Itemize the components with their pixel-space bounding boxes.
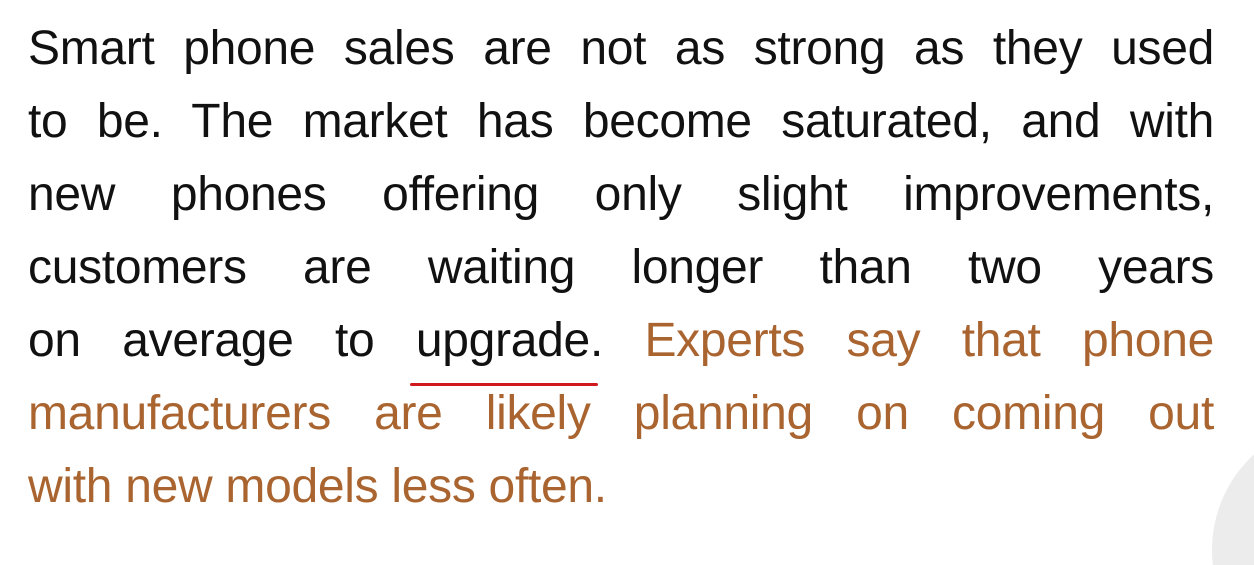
highlighted-sentence-start: Experts say that phone	[644, 314, 1214, 367]
passage-line-6: manufacturers are likely planning on com…	[28, 387, 1214, 440]
passage-line-1: Smart phone sales are not as strong as t…	[28, 22, 1214, 75]
passage-line-2: to be. The market has become saturated, …	[28, 95, 1214, 148]
passage-line-5: on average to upgrade. Experts say that …	[28, 304, 1214, 386]
passage-line-4: customers are waiting longer than two ye…	[28, 241, 1214, 294]
passage-text: Smart phone sales are not as strong as t…	[28, 12, 1214, 523]
line-5-prefix: on average to	[28, 314, 375, 367]
passage-line-3: new phones offering only slight improvem…	[28, 168, 1214, 221]
passage-line-7: with new models less often.	[28, 460, 607, 513]
line-5-period: .	[589, 314, 603, 367]
underlined-word-upgrade: upgrade	[409, 304, 599, 386]
corner-decoration	[1212, 420, 1254, 565]
